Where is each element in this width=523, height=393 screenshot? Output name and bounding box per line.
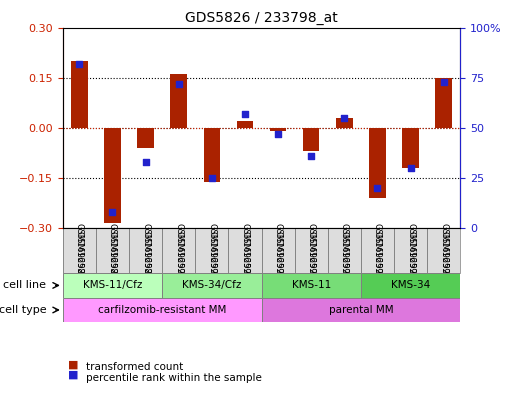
Bar	[104, 128, 121, 224]
FancyBboxPatch shape	[63, 298, 262, 322]
Text: GSM1692592: GSM1692592	[241, 231, 249, 291]
Bar	[71, 61, 87, 128]
Text: cell line: cell line	[3, 281, 46, 290]
Text: GSM1692588: GSM1692588	[108, 231, 117, 291]
FancyBboxPatch shape	[328, 228, 361, 273]
FancyBboxPatch shape	[63, 228, 96, 273]
Bar	[170, 74, 187, 128]
Text: GSM1692590: GSM1692590	[174, 223, 183, 279]
Point	[241, 111, 249, 117]
Text: KMS-11/Cfz: KMS-11/Cfz	[83, 281, 142, 290]
FancyBboxPatch shape	[63, 273, 162, 298]
FancyBboxPatch shape	[394, 228, 427, 273]
FancyBboxPatch shape	[129, 228, 162, 273]
Point	[75, 61, 84, 67]
Text: GSM1692594: GSM1692594	[306, 231, 316, 291]
FancyBboxPatch shape	[262, 228, 294, 273]
Bar	[435, 78, 452, 128]
Point	[340, 115, 348, 121]
Text: GSM1692589: GSM1692589	[141, 223, 150, 279]
Text: carfilzomib-resistant MM: carfilzomib-resistant MM	[98, 305, 226, 315]
Text: GSM1692593: GSM1692593	[274, 231, 282, 291]
Text: GSM1692597: GSM1692597	[406, 231, 415, 291]
Text: GSM1692589: GSM1692589	[141, 231, 150, 291]
Point	[307, 153, 315, 159]
Point	[274, 131, 282, 137]
Text: GSM1692596: GSM1692596	[373, 223, 382, 279]
FancyBboxPatch shape	[361, 228, 394, 273]
Text: GSM1692592: GSM1692592	[241, 223, 249, 279]
Text: KMS-11: KMS-11	[291, 281, 331, 290]
Text: GSM1692598: GSM1692598	[439, 231, 448, 291]
Text: ■: ■	[68, 370, 78, 380]
Text: GSM1692587: GSM1692587	[75, 231, 84, 291]
Point	[208, 175, 216, 182]
FancyBboxPatch shape	[96, 228, 129, 273]
Point	[439, 79, 448, 85]
Text: GSM1692595: GSM1692595	[340, 231, 349, 291]
FancyBboxPatch shape	[427, 228, 460, 273]
FancyBboxPatch shape	[195, 228, 229, 273]
FancyBboxPatch shape	[262, 298, 460, 322]
Text: KMS-34/Cfz: KMS-34/Cfz	[182, 281, 242, 290]
Point	[406, 165, 415, 171]
Bar	[303, 128, 320, 151]
Text: GSM1692593: GSM1692593	[274, 223, 282, 279]
Text: transformed count: transformed count	[86, 362, 184, 373]
FancyBboxPatch shape	[162, 273, 262, 298]
Text: GSM1692595: GSM1692595	[340, 223, 349, 279]
FancyBboxPatch shape	[262, 273, 361, 298]
Text: GSM1692591: GSM1692591	[207, 231, 217, 291]
Text: ■: ■	[68, 360, 78, 369]
FancyBboxPatch shape	[361, 273, 460, 298]
Text: GSM1692590: GSM1692590	[174, 231, 183, 291]
Text: percentile rank within the sample: percentile rank within the sample	[86, 373, 262, 383]
FancyBboxPatch shape	[294, 228, 328, 273]
Bar	[369, 128, 385, 198]
Point	[141, 159, 150, 165]
Text: cell type: cell type	[0, 305, 46, 315]
Text: GSM1692594: GSM1692594	[306, 223, 316, 279]
Bar	[203, 128, 220, 182]
Text: parental MM: parental MM	[328, 305, 393, 315]
Bar	[402, 128, 419, 168]
Text: GSM1692598: GSM1692598	[439, 223, 448, 279]
Point	[108, 209, 117, 215]
Text: GSM1692596: GSM1692596	[373, 231, 382, 291]
FancyBboxPatch shape	[162, 228, 195, 273]
Text: GSM1692597: GSM1692597	[406, 223, 415, 279]
Bar	[336, 118, 353, 128]
Bar	[236, 121, 253, 128]
Bar	[270, 128, 287, 131]
Point	[175, 81, 183, 87]
Text: GSM1692587: GSM1692587	[75, 223, 84, 279]
Text: KMS-34: KMS-34	[391, 281, 430, 290]
FancyBboxPatch shape	[229, 228, 262, 273]
Title: GDS5826 / 233798_at: GDS5826 / 233798_at	[185, 11, 338, 25]
Text: GSM1692591: GSM1692591	[207, 223, 217, 279]
Text: GSM1692588: GSM1692588	[108, 223, 117, 279]
Bar	[137, 128, 154, 148]
Point	[373, 185, 382, 191]
